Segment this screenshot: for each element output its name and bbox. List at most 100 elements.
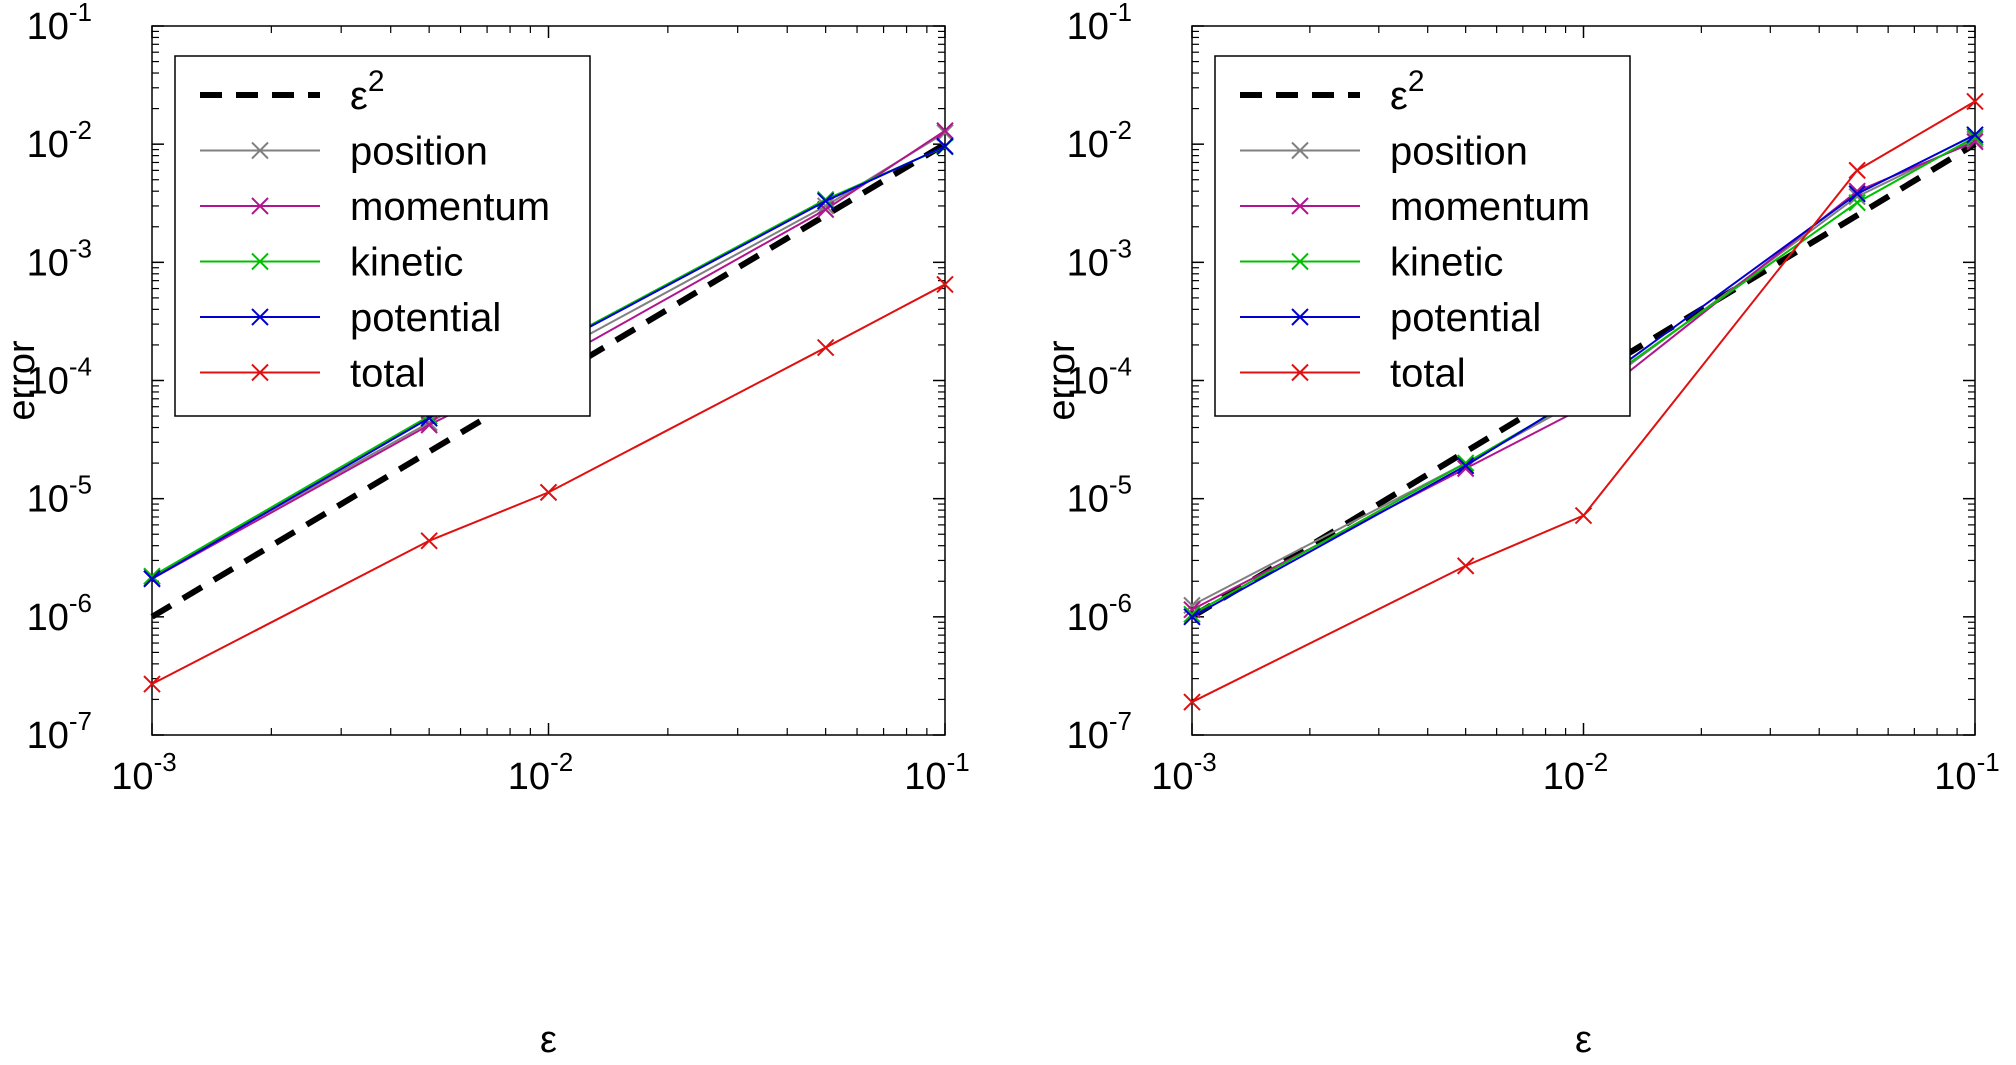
x-tick-label: 10-3 xyxy=(1151,747,1216,798)
y-tick-label: 10-1 xyxy=(1067,0,1132,48)
chart-panel-1: 10-3 10-2 10-110-710-610-510-410-310-210-1… xyxy=(1,0,970,1061)
legend-marker xyxy=(1291,141,1309,160)
data-point-marker xyxy=(1848,185,1866,203)
data-point-marker xyxy=(1966,92,1984,111)
legend-label: position xyxy=(1390,130,1528,174)
x-tick-label: 10-2 xyxy=(508,747,573,798)
data-point-marker xyxy=(1574,506,1593,525)
data-point-marker xyxy=(143,567,161,586)
data-point-marker xyxy=(1183,693,1201,711)
data-point-marker xyxy=(1966,126,1984,144)
legend-label: kinetic xyxy=(1390,241,1503,285)
y-tick-exponent: -2 xyxy=(69,115,92,145)
legend-label: total xyxy=(350,352,426,396)
x-tick-exponent: -3 xyxy=(154,747,177,777)
x-tick-label: 10-2 xyxy=(1543,747,1608,798)
x-tick-label: 10-1 xyxy=(1934,747,1999,798)
legend-label: ε2 xyxy=(1390,65,1425,118)
legend-box xyxy=(174,55,591,417)
x-tick-label: 10-3 xyxy=(111,747,176,798)
legend-label-name: potential xyxy=(350,296,501,340)
x-tick-exponent: -3 xyxy=(1194,747,1217,777)
legend-label-name: kinetic xyxy=(1390,241,1503,285)
data-point-marker xyxy=(1456,457,1475,475)
data-point-marker xyxy=(420,532,438,550)
legend-marker xyxy=(251,363,269,382)
y-tick-exponent: -5 xyxy=(69,470,92,500)
y-tick-label: 10-3 xyxy=(27,233,92,284)
y-tick-label: 10-5 xyxy=(27,470,92,521)
y-tick-exponent: -6 xyxy=(69,588,92,618)
x-tick-base: 10 xyxy=(904,756,946,798)
legend-label-name: position xyxy=(350,130,488,174)
legend-marker xyxy=(251,252,269,271)
data-point-marker xyxy=(1848,161,1866,180)
x-tick-base: 10 xyxy=(111,756,153,798)
data-point-marker xyxy=(1183,608,1201,626)
x-tick-exponent: -2 xyxy=(1585,747,1608,777)
y-tick-base: 10 xyxy=(1067,124,1109,166)
x-tick-exponent: -1 xyxy=(947,747,970,777)
legend: ε2 position momentum kinetic potential total xyxy=(1214,55,1631,417)
y-tick-base: 10 xyxy=(27,597,69,639)
legend-label: potential xyxy=(1390,296,1541,340)
legend-label: ε2 xyxy=(350,65,385,118)
data-point-marker xyxy=(936,275,954,294)
legend-marker xyxy=(1291,252,1309,271)
legend: ε2 position momentum kinetic potential total xyxy=(174,55,591,417)
legend-label: total xyxy=(1390,352,1466,396)
y-tick-base: 10 xyxy=(1067,715,1109,757)
data-point-marker xyxy=(816,197,835,215)
y-tick-label: 10-7 xyxy=(1067,706,1132,757)
data-point-marker xyxy=(1966,128,1984,146)
series-line-ε xyxy=(150,141,947,620)
x-tick-base: 10 xyxy=(1543,756,1585,798)
x-tick-base: 10 xyxy=(1151,756,1193,798)
data-point-marker xyxy=(1183,605,1201,624)
y-axis-label: error xyxy=(1,340,43,421)
legend-label-name: kinetic xyxy=(350,241,463,285)
legend-label-name: momentum xyxy=(1390,185,1590,229)
data-point-marker xyxy=(1966,132,1984,151)
y-tick-base: 10 xyxy=(27,242,69,284)
data-point-marker xyxy=(816,338,835,357)
legend-label-name: total xyxy=(1390,352,1466,396)
y-tick-exponent: -2 xyxy=(1109,115,1132,145)
legend-label-name: position xyxy=(1390,130,1528,174)
x-axis-label: ε xyxy=(1575,1019,1592,1061)
data-point-marker xyxy=(143,675,161,693)
x-tick-base: 10 xyxy=(508,756,550,798)
y-tick-label: 10-6 xyxy=(27,588,92,639)
y-tick-exponent: -3 xyxy=(1109,233,1132,263)
y-axis-label: error xyxy=(1041,340,1083,421)
y-tick-base: 10 xyxy=(27,479,69,521)
data-point-marker xyxy=(539,483,558,502)
y-tick-exponent: -4 xyxy=(1109,352,1132,382)
y-tick-label: 10-2 xyxy=(27,115,92,166)
legend-label: momentum xyxy=(1390,185,1590,229)
y-tick-exponent: -7 xyxy=(69,706,92,736)
data-point-marker xyxy=(816,192,835,210)
legend-label-name: potential xyxy=(1390,296,1541,340)
y-tick-exponent: -1 xyxy=(1109,0,1132,27)
legend-label: kinetic xyxy=(350,241,463,285)
legend-label-superscript: 2 xyxy=(368,65,385,98)
legend-label-superscript: 2 xyxy=(1408,65,1425,98)
chart-panel-2: 10-3 10-2 10-110-710-610-510-410-310-210-1… xyxy=(1041,0,2000,1061)
data-point-marker xyxy=(936,124,954,142)
y-tick-label: 10-4 xyxy=(27,352,92,403)
y-tick-label: 10-4 xyxy=(1067,352,1132,403)
data-point-marker xyxy=(936,137,954,155)
legend-marker xyxy=(251,197,269,215)
y-tick-base: 10 xyxy=(1067,6,1109,48)
legend-marker xyxy=(1291,197,1309,215)
y-tick-label: 10-7 xyxy=(27,706,92,757)
y-tick-exponent: -1 xyxy=(69,0,92,27)
y-tick-base: 10 xyxy=(27,715,69,757)
legend-label-name: ε xyxy=(350,74,368,118)
y-tick-base: 10 xyxy=(1067,479,1109,521)
y-tick-exponent: -4 xyxy=(69,352,92,382)
y-tick-exponent: -3 xyxy=(69,233,92,263)
x-tick-base: 10 xyxy=(1934,756,1976,798)
